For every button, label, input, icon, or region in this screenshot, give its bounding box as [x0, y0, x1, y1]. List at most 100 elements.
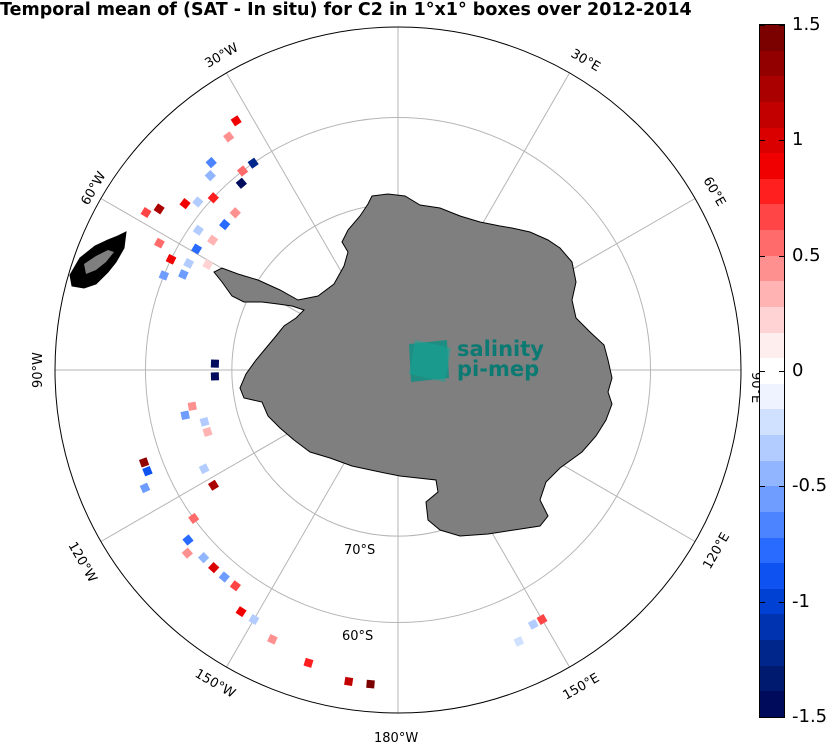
- anomaly-box: [218, 571, 230, 583]
- anomaly-box: [344, 676, 354, 687]
- anomaly-box: [153, 237, 165, 249]
- anomaly-box: [536, 614, 548, 625]
- colorbar-segment: [760, 25, 784, 52]
- logo-text-salinity: salinity: [457, 337, 544, 361]
- colorbar-segment: [760, 640, 784, 667]
- anomaly-box: [303, 657, 314, 668]
- colorbar-tick-mark: [760, 25, 765, 26]
- meridian-label-150w: 150°W: [192, 666, 238, 701]
- anomaly-box: [207, 192, 219, 204]
- anomaly-box: [187, 401, 197, 411]
- colorbar-segment: [760, 665, 784, 692]
- anomaly-box: [236, 165, 249, 177]
- anomaly-box: [230, 115, 242, 127]
- anomaly-box: [178, 269, 189, 280]
- colorbar-tick-label: 0.5: [792, 244, 821, 266]
- anomaly-box: [219, 218, 231, 231]
- colorbar-tick-mark: [779, 717, 784, 718]
- anomaly-box: [205, 156, 217, 169]
- meridian-label-60e: 60°E: [700, 175, 729, 210]
- colorbar-tick-mark: [760, 371, 765, 372]
- colorbar-segment: [760, 204, 784, 231]
- colorbar-tick-mark: [760, 601, 765, 603]
- anomaly-box: [247, 157, 259, 169]
- colorbar-segment: [760, 383, 784, 410]
- anomaly-box: [204, 169, 216, 182]
- anomaly-box: [210, 359, 220, 368]
- colorbar-tick-mark: [779, 25, 784, 26]
- meridian-label-150e: 150°E: [561, 671, 603, 704]
- meridian-label-90w: 90°W: [31, 352, 46, 388]
- parallel-label-60s: 60°S: [342, 629, 373, 644]
- colorbar-segment: [760, 76, 784, 103]
- colorbar-tick-label: -0.5: [792, 475, 828, 497]
- colorbar-segment: [760, 230, 784, 257]
- anomaly-box: [181, 547, 193, 559]
- anomaly-box: [191, 243, 203, 255]
- colorbar-tick-mark: [779, 140, 784, 142]
- colorbar-tick-label: 1: [792, 129, 804, 151]
- anomaly-box: [158, 270, 170, 281]
- map-frame: [54, 26, 742, 714]
- salinity-pi-mep-logo: salinity pi-mep: [405, 336, 544, 386]
- colorbar-segment: [760, 435, 784, 462]
- anomaly-box: [207, 234, 219, 246]
- anomaly-box: [165, 253, 177, 265]
- colorbar-segment: [760, 306, 784, 334]
- anomaly-box: [513, 636, 525, 647]
- anomaly-box: [267, 633, 278, 645]
- anomaly-box: [138, 457, 150, 468]
- colorbar-segment: [760, 178, 784, 205]
- colorbar-segment: [760, 153, 784, 180]
- colorbar-segment: [760, 101, 784, 128]
- anomaly-box: [527, 618, 539, 630]
- anomaly-box: [183, 257, 195, 269]
- colorbar-segment: [760, 537, 784, 564]
- colorbar-segment: [760, 511, 784, 539]
- colorbar-tick-label: 1.5: [792, 14, 821, 35]
- colorbar-segment: [760, 486, 784, 513]
- anomaly-box: [229, 580, 241, 592]
- colorbar-tick-mark: [760, 255, 765, 257]
- anomaly-box: [210, 372, 220, 381]
- colorbar-tick-label: -1.5: [792, 706, 828, 727]
- anomaly-box: [188, 512, 200, 525]
- anomaly-box: [208, 561, 220, 574]
- colorbar-segment: [760, 460, 784, 487]
- south-america-texture: [84, 250, 114, 274]
- colorbar-segment: [760, 614, 784, 641]
- anomaly-box: [235, 606, 247, 618]
- anomaly-box: [197, 552, 210, 564]
- colorbar-tick-mark: [779, 255, 784, 257]
- colorbar-tick-label: -1: [792, 590, 810, 612]
- anomaly-boxes: [138, 115, 548, 689]
- parallel-label-70s: 70°S: [344, 543, 375, 558]
- colorbar-segment: [760, 281, 784, 308]
- anomaly-box: [179, 198, 191, 210]
- colorbar-tick-mark: [760, 486, 765, 488]
- meridian-label-30e: 30°E: [568, 46, 603, 75]
- colorbar-tick-mark: [760, 140, 765, 142]
- meridian-label-120e: 120°E: [700, 530, 733, 572]
- map-title: Temporal mean of (SAT - In situ) for C2 …: [0, 0, 692, 20]
- anomaly-box: [180, 410, 190, 420]
- anomaly-box: [142, 466, 153, 477]
- anomaly-box: [235, 177, 247, 189]
- anomaly-box: [182, 534, 194, 546]
- colorbar-segment: [760, 691, 784, 718]
- meridian-label-180: 180°W: [374, 731, 418, 743]
- anomaly-box: [198, 463, 210, 475]
- meridian-label-30w: 30°W: [203, 40, 242, 71]
- anomaly-box: [192, 224, 204, 236]
- colorbar-tick-mark: [779, 371, 784, 372]
- colorbar-tick-mark: [760, 717, 765, 718]
- logo-mark-icon: [409, 340, 451, 382]
- anomaly-box: [140, 207, 152, 219]
- colorbar-segment: [760, 255, 784, 282]
- colorbar-segment: [760, 332, 784, 359]
- anomaly-box: [229, 207, 241, 219]
- colorbar: [759, 24, 785, 718]
- anomaly-box: [207, 479, 220, 491]
- colorbar-tick-label: 0: [792, 360, 804, 381]
